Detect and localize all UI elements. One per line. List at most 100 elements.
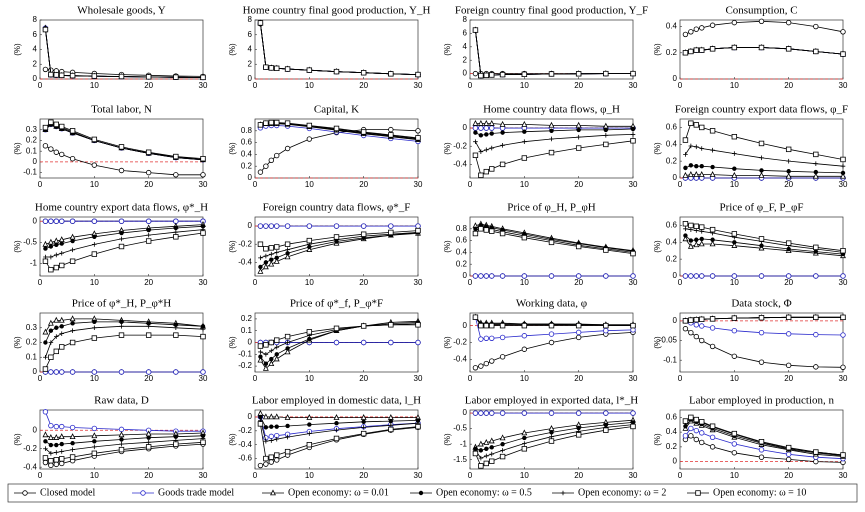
marker [522, 441, 527, 446]
marker [759, 168, 764, 173]
marker [54, 242, 59, 248]
y-tick-label: -1 [460, 439, 468, 448]
marker [785, 46, 792, 52]
y-tick-label: -0.05 [659, 336, 678, 345]
series-line [685, 427, 844, 460]
marker [388, 426, 394, 433]
y-tick-label: -0.1 [238, 349, 252, 358]
marker [53, 218, 59, 224]
marker [785, 331, 792, 337]
x-tick-label: 10 [730, 278, 739, 287]
marker [42, 218, 49, 224]
marker [785, 456, 792, 463]
y-axis-label: (%) [228, 43, 237, 56]
marker [813, 169, 819, 175]
marker [388, 71, 394, 77]
x-tick-label: 10 [305, 374, 314, 383]
y-axis-label: (%) [443, 43, 452, 56]
marker [693, 427, 699, 434]
x-tick-label: 30 [839, 180, 848, 189]
y-tick-label: 0.6 [666, 412, 678, 421]
series-line [685, 174, 843, 177]
x-tick-label: 20 [784, 278, 793, 287]
series-line [475, 422, 634, 451]
marker [472, 70, 479, 77]
marker [42, 459, 49, 466]
marker [173, 325, 179, 331]
marker [262, 413, 269, 420]
marker [521, 120, 528, 127]
y-tick-label: -0.4 [23, 462, 37, 471]
marker [360, 430, 367, 437]
marker [388, 223, 394, 229]
marker [630, 132, 636, 137]
marker [603, 70, 609, 77]
marker [119, 441, 124, 447]
marker [710, 237, 715, 242]
marker [42, 431, 49, 438]
marker [575, 410, 582, 416]
marker [548, 331, 555, 337]
marker [731, 430, 738, 437]
marker [682, 171, 689, 178]
y-tick-label: -0.1 [23, 168, 37, 177]
marker [173, 229, 179, 235]
marker [42, 240, 49, 247]
marker [118, 446, 125, 453]
y-tick-label: 0.1 [26, 352, 38, 361]
x-tick-label: 20 [784, 471, 793, 480]
marker [521, 429, 528, 436]
marker [549, 430, 554, 435]
marker [688, 222, 694, 229]
panel-title: Price of φ*_H, P_φ*H [72, 298, 172, 310]
marker [262, 263, 269, 270]
marker [478, 336, 484, 342]
legend-label: Open economy: ω = 0.01 [288, 487, 389, 498]
marker [682, 418, 689, 424]
marker [489, 145, 495, 151]
marker [59, 218, 65, 224]
marker [59, 250, 65, 256]
marker [388, 322, 394, 328]
marker [69, 315, 76, 322]
marker [333, 414, 340, 420]
series-line [475, 30, 633, 77]
marker [173, 369, 179, 375]
series-line [685, 316, 843, 322]
marker [840, 452, 846, 458]
legend-label: Closed model [40, 487, 95, 498]
axes-box [39, 19, 204, 80]
marker [42, 455, 49, 461]
legend-label: Goods trade model [158, 487, 234, 498]
y-tick-label: -0.2 [238, 426, 252, 435]
marker [693, 26, 699, 32]
series-line [45, 325, 204, 358]
marker [785, 362, 792, 369]
marker [699, 430, 705, 436]
marker [173, 74, 179, 80]
marker [575, 145, 582, 151]
series-line [475, 424, 634, 459]
marker [70, 247, 75, 253]
marker [285, 346, 290, 351]
marker [603, 427, 609, 433]
marker [59, 151, 65, 158]
axes-box [254, 216, 419, 277]
series-line [260, 125, 419, 142]
marker [731, 171, 738, 178]
y-tick-label: 0 [248, 412, 253, 421]
series-line [45, 121, 204, 160]
marker [48, 422, 54, 429]
marker [200, 326, 206, 332]
marker [269, 348, 274, 354]
marker [731, 441, 738, 447]
marker [699, 236, 704, 242]
marker [59, 241, 64, 246]
marker [69, 128, 76, 134]
marker [118, 369, 125, 375]
marker [576, 127, 581, 133]
marker [698, 171, 705, 177]
marker [47, 319, 54, 326]
marker [693, 273, 699, 279]
series-line [475, 30, 633, 77]
